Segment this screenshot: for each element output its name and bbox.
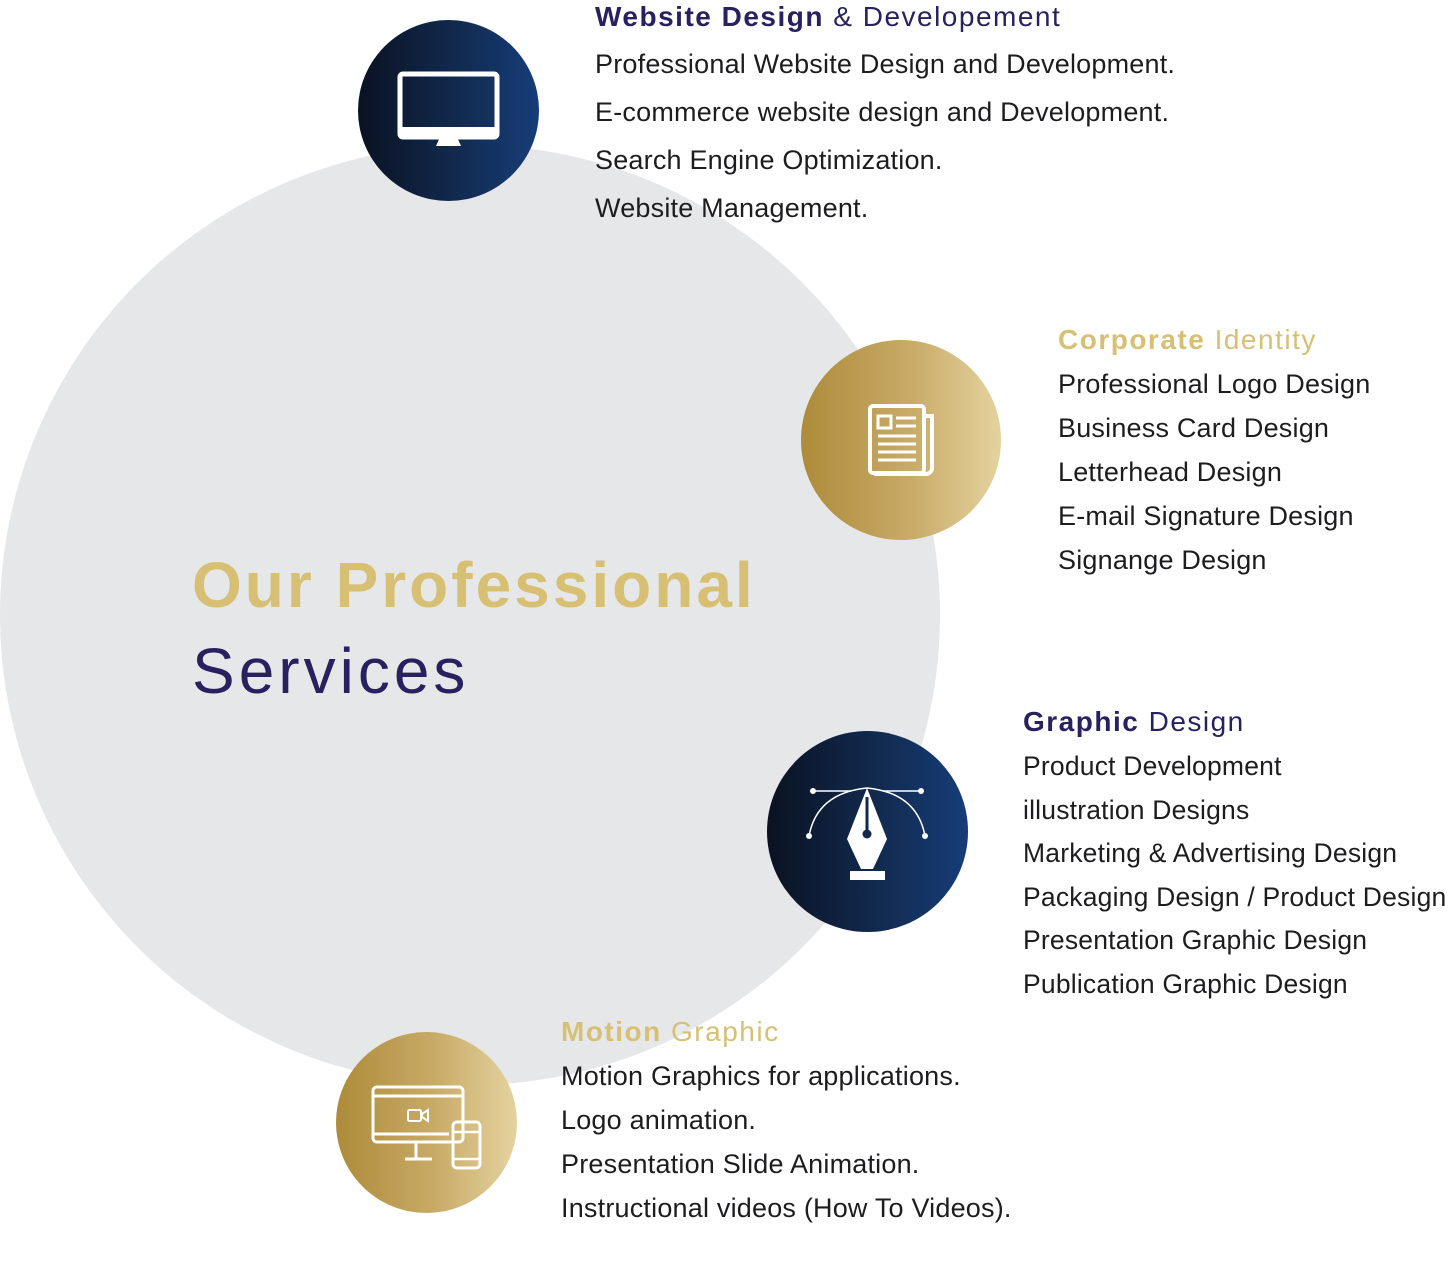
- graphic-service-block: Graphic Design Product Development illus…: [1023, 708, 1446, 1014]
- list-item: Publication Graphic Design: [1023, 968, 1348, 999]
- desktop-monitor-icon: [397, 71, 500, 146]
- corporate-service-list: Professional Logo Design Business Card D…: [1058, 371, 1371, 574]
- list-item: Presentation Slide Animation.: [561, 1149, 920, 1179]
- website-service-title: Website Design & Developement: [595, 3, 1175, 31]
- page-title: Our Professional Services: [192, 553, 756, 703]
- motion-title-strong: Motion: [561, 1016, 662, 1047]
- list-item: Marketing & Advertising Design: [1023, 838, 1398, 868]
- list-item: Letterhead Design: [1058, 457, 1283, 487]
- pen-tool-icon: [806, 787, 928, 880]
- list-item: Motion Graphics for applications.: [561, 1061, 961, 1091]
- page-title-line2: Services: [192, 635, 470, 707]
- corporate-title-strong: Corporate: [1058, 324, 1206, 355]
- website-title-light: & Developement: [833, 1, 1062, 32]
- page-title-line1: Our Professional: [192, 549, 756, 621]
- list-item: Website Management.: [595, 193, 869, 223]
- motion-service-list: Motion Graphics for applications. Logo a…: [561, 1063, 1012, 1222]
- list-item: Search Engine Optimization.: [595, 145, 943, 175]
- graphic-service-title: Graphic Design: [1023, 708, 1446, 736]
- motion-service-badge: [336, 1032, 517, 1213]
- graphic-title-light: Design: [1148, 706, 1245, 737]
- list-item: illustration Designs: [1023, 794, 1250, 825]
- background-circle: [0, 145, 940, 1085]
- website-service-badge: [358, 20, 539, 201]
- graphic-title-strong: Graphic: [1023, 706, 1140, 737]
- video-devices-icon: [371, 1085, 482, 1170]
- list-item: Product Development: [1023, 751, 1282, 781]
- website-title-strong: Website Design: [595, 1, 824, 32]
- motion-service-block: Motion Graphic Motion Graphics for appli…: [561, 1018, 1012, 1239]
- motion-service-title: Motion Graphic: [561, 1018, 1012, 1046]
- website-service-list: Professional Website Design and Developm…: [595, 51, 1175, 222]
- list-item: Professional Logo Design: [1058, 369, 1371, 399]
- motion-title-light: Graphic: [671, 1016, 780, 1047]
- list-item: Packaging Design / Product Design: [1023, 881, 1447, 912]
- website-service-block: Website Design & Developement Profession…: [595, 3, 1175, 243]
- graphic-service-list: Product Development illustration Designs…: [1023, 753, 1446, 997]
- newspaper-icon: [868, 404, 934, 476]
- list-item: Professional Website Design and Developm…: [595, 49, 1176, 79]
- list-item: Business Card Design: [1058, 413, 1330, 443]
- list-item: E-mail Signature Design: [1058, 501, 1354, 531]
- graphic-service-badge: [767, 731, 968, 932]
- list-item: Logo animation.: [561, 1105, 757, 1135]
- list-item: Instructional videos (How To Videos).: [561, 1193, 1012, 1223]
- list-item: Presentation Graphic Design: [1023, 925, 1368, 955]
- corporate-service-block: Corporate Identity Professional Logo Des…: [1058, 326, 1371, 591]
- corporate-service-title: Corporate Identity: [1058, 326, 1371, 354]
- list-item: Signange Design: [1058, 545, 1267, 575]
- list-item: E-commerce website design and Developmen…: [595, 97, 1170, 127]
- corporate-title-light: Identity: [1214, 324, 1317, 355]
- corporate-service-badge: [801, 340, 1001, 540]
